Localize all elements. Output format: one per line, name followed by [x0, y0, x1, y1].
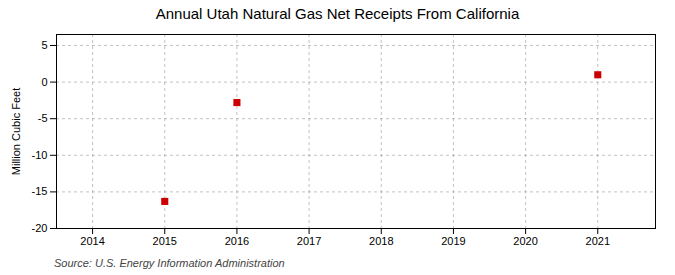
svg-text:Million Cubic Feet: Million Cubic Feet [10, 88, 22, 175]
svg-text:0: 0 [41, 76, 47, 88]
svg-text:-20: -20 [32, 222, 48, 234]
html-text:Source: U.S. Energy Informatio: Source: U.S. Energy Information Administ… [54, 257, 285, 269]
svg-text:2017: 2017 [297, 235, 321, 247]
svg-text:-5: -5 [38, 112, 48, 124]
svg-text:2021: 2021 [586, 235, 610, 247]
svg-text:2019: 2019 [441, 235, 465, 247]
html-text:Annual Utah Natural Gas Net Re: Annual Utah Natural Gas Net Receipts Fro… [155, 5, 520, 22]
svg-text:2016: 2016 [225, 235, 249, 247]
svg-text:2020: 2020 [513, 235, 537, 247]
svg-text:-10: -10 [32, 149, 48, 161]
svg-text:2018: 2018 [369, 235, 393, 247]
svg-text:-15: -15 [32, 185, 48, 197]
svg-text:5: 5 [41, 39, 47, 51]
svg-text:2014: 2014 [80, 235, 104, 247]
svg-text:2015: 2015 [153, 235, 177, 247]
